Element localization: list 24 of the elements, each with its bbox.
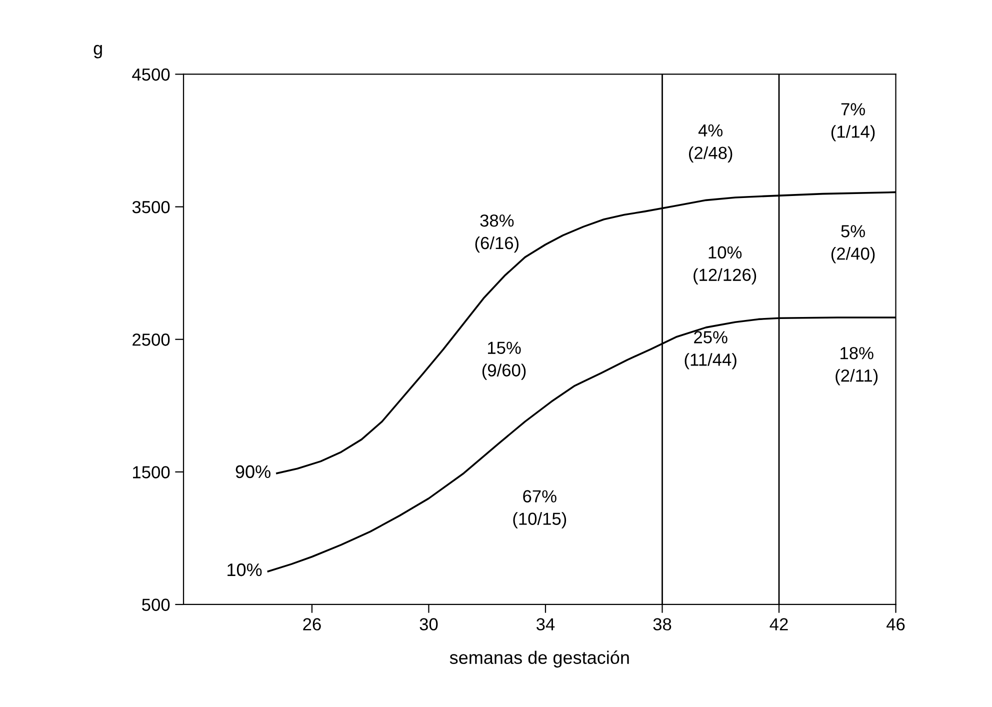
x-tick-label: 42 [770,618,788,630]
annotation: 15% (9/60) [482,342,526,380]
x-tick-label: 38 [653,618,672,630]
annotation: 25% (11/44) [684,331,736,370]
annotation: 5% (2/40) [831,225,875,264]
x-tick-label: 26 [303,618,321,630]
annotation: 67% (10/15) [513,490,566,528]
series-label: 10% [228,563,262,576]
annotation: 10% (12/126) [694,246,756,284]
y-tick-label: 3500 [132,200,170,214]
x-tick-label: 46 [886,618,905,630]
x-axis-title: semanas de gestación [450,650,629,668]
annotation: 18% (2/11) [836,347,878,386]
series-label: 90% [236,465,270,478]
y-axis-title: g [94,44,102,58]
y-tick-label: 4500 [132,68,170,81]
y-tick-label: 1500 [133,466,170,478]
y-tick-label: 500 [142,598,170,611]
x-tick-label: 30 [420,618,438,630]
annotation: 7% (1/14) [831,103,875,142]
annotation: 4% (2/48) [688,124,732,162]
annotation: 38% (6/16) [475,214,519,253]
y-tick-label: 2500 [132,334,170,346]
x-tick-label: 34 [536,618,555,630]
